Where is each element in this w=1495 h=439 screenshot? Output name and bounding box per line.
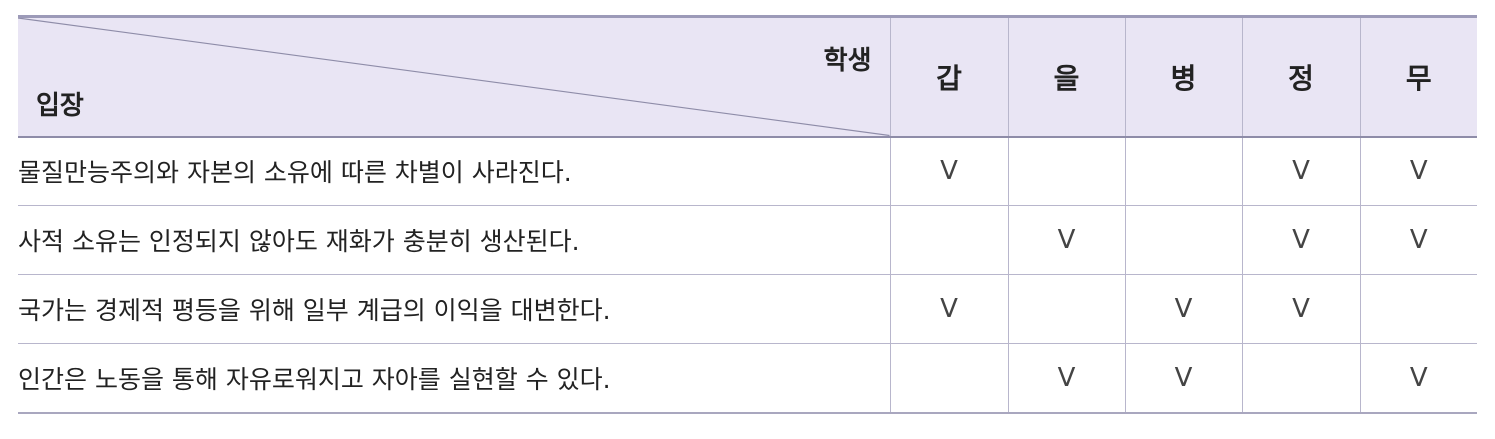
table-row: 사적 소유는 인정되지 않아도 재화가 충분히 생산된다. V V V <box>18 205 1477 275</box>
check-cell: V <box>1359 343 1477 414</box>
positions-label: 입장 <box>36 90 84 121</box>
check-mark: V <box>940 156 958 187</box>
check-mark: V <box>1057 225 1076 255</box>
diagonal-line <box>18 18 890 136</box>
check-mark: V <box>1409 156 1428 187</box>
student-header-gap: 갑 <box>889 15 1008 138</box>
check-mark: V <box>1174 362 1193 393</box>
check-cell <box>1007 136 1125 206</box>
diagonal-header-cell: 학생 입장 <box>18 15 890 138</box>
check-cell: V <box>1007 205 1125 275</box>
check-cell: V <box>889 274 1008 344</box>
check-cell: V <box>1241 274 1360 344</box>
check-mark: V <box>1292 225 1310 255</box>
student-header-byeong: 병 <box>1124 15 1242 138</box>
statement-cell: 인간은 노동을 통해 자유로워지고 자아를 실현할 수 있다. <box>18 343 890 414</box>
check-mark: V <box>1409 362 1428 393</box>
check-cell: V <box>1241 205 1360 275</box>
check-mark: V <box>940 294 958 324</box>
student-header-mu: 무 <box>1359 15 1477 138</box>
check-cell: V <box>1241 136 1360 206</box>
check-cell <box>889 205 1008 275</box>
student-position-table: 학생 입장 갑 을 병 정 무 물질만능주의와 자본의 소유에 따른 차별이 사… <box>18 15 1477 414</box>
check-cell <box>1124 205 1242 275</box>
check-cell <box>1241 343 1360 414</box>
check-cell <box>1124 136 1242 206</box>
check-mark: V <box>1292 156 1310 187</box>
check-mark: V <box>1292 294 1310 324</box>
check-cell <box>1359 274 1477 344</box>
statement-cell: 사적 소유는 인정되지 않아도 재화가 충분히 생산된다. <box>18 205 890 275</box>
check-cell <box>1007 274 1125 344</box>
students-label: 학생 <box>823 46 872 76</box>
table-row: 국가는 경제적 평등을 위해 일부 계급의 이익을 대변한다. V V V <box>18 274 1477 344</box>
statement-cell: 물질만능주의와 자본의 소유에 따른 차별이 사라진다. <box>18 136 890 206</box>
check-cell: V <box>1359 205 1477 275</box>
check-cell: V <box>1007 343 1125 414</box>
check-mark: V <box>1057 362 1076 393</box>
check-cell <box>889 343 1008 414</box>
check-cell: V <box>1359 136 1477 206</box>
student-header-eul: 을 <box>1007 15 1125 138</box>
check-mark: V <box>1174 294 1193 324</box>
statement-cell: 국가는 경제적 평등을 위해 일부 계급의 이익을 대변한다. <box>18 274 890 344</box>
check-mark: V <box>1409 225 1428 255</box>
check-cell: V <box>1124 274 1242 344</box>
student-header-jeong: 정 <box>1241 15 1360 138</box>
check-cell: V <box>889 136 1008 206</box>
table-row: 인간은 노동을 통해 자유로워지고 자아를 실현할 수 있다. V V V <box>18 343 1477 414</box>
check-cell: V <box>1124 343 1242 414</box>
header-row: 학생 입장 갑 을 병 정 무 <box>18 15 1477 138</box>
table-row: 물질만능주의와 자본의 소유에 따른 차별이 사라진다. V V V <box>18 136 1477 206</box>
